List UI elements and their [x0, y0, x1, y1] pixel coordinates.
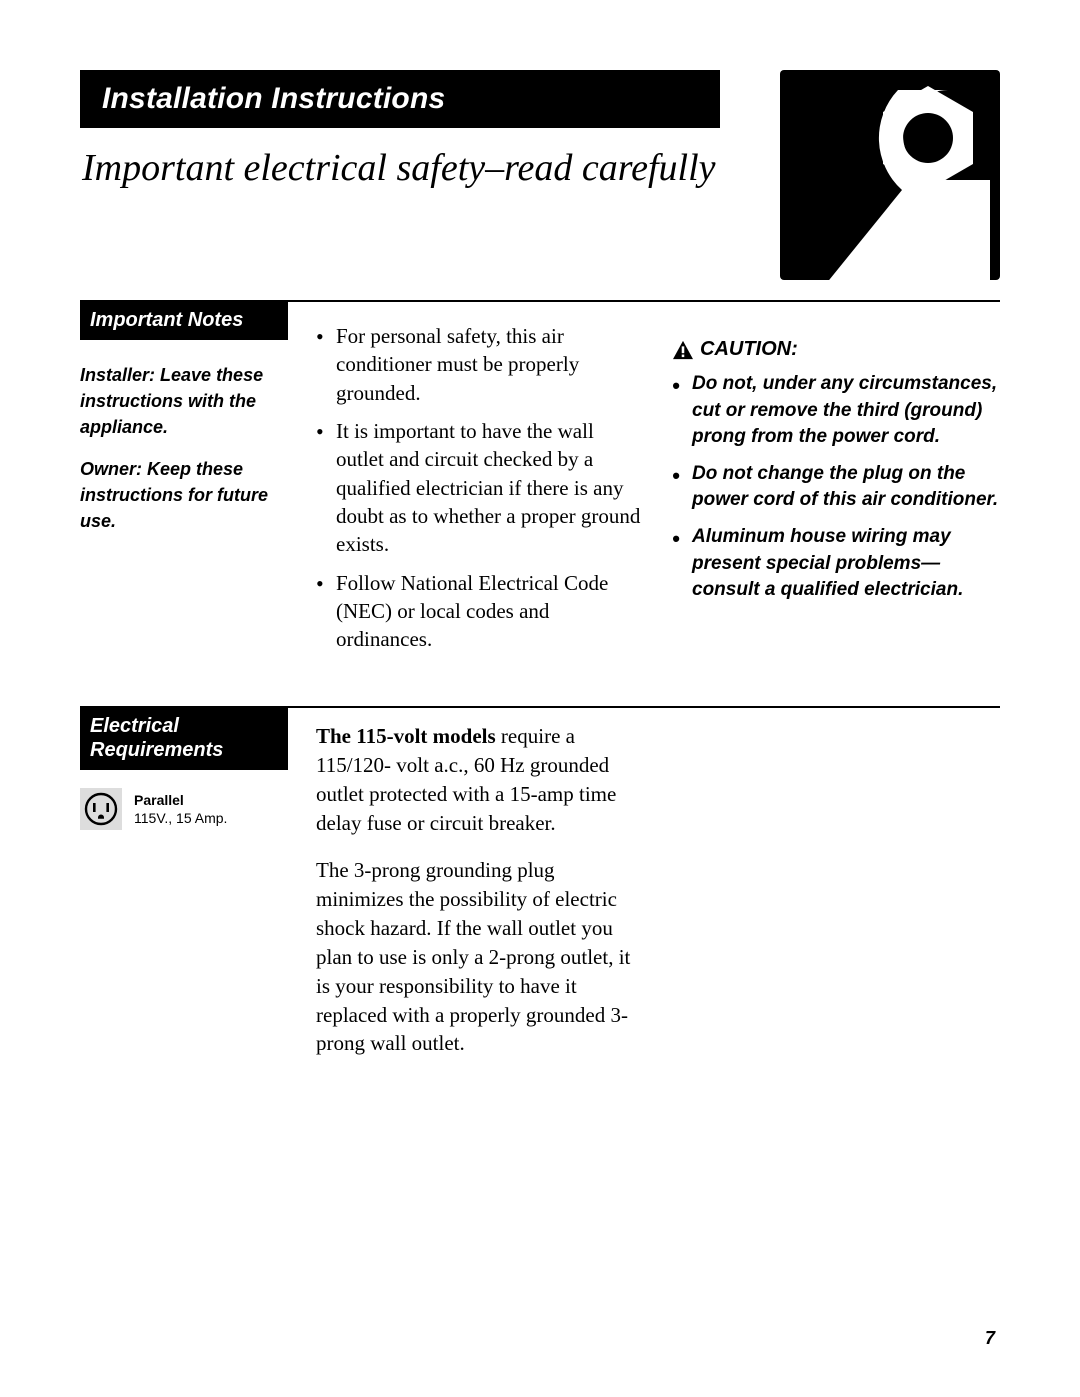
section2-spacer	[672, 708, 1000, 1077]
outlet-label: Parallel 115V., 15 Amp.	[134, 791, 227, 827]
header-ribbon: Installation Instructions	[80, 70, 720, 128]
wrench-nut-icon	[780, 70, 1000, 280]
bullet: Follow National Electrical Code (NEC) or…	[316, 569, 644, 654]
outlet-icon	[80, 788, 122, 830]
section1-middle: For personal safety, this air conditione…	[316, 302, 644, 664]
page-header: Installation Instructions Important elec…	[80, 70, 1000, 190]
outlet-label-bold: Parallel	[134, 792, 184, 808]
caution-bullet: Do not, under any circumstances, cut or …	[672, 371, 1000, 451]
outlet-spec: Parallel 115V., 15 Amp.	[80, 788, 288, 830]
caution-bullets: Do not, under any circumstances, cut or …	[672, 371, 1000, 604]
wrench-nut-svg	[780, 70, 1000, 280]
section1-bullets: For personal safety, this air conditione…	[316, 322, 644, 654]
section1-tab: Important Notes	[80, 302, 288, 340]
section2-para1: The 115-volt models require a 115/120- v…	[316, 722, 644, 838]
section2-body: The 115-volt models require a 115/120- v…	[316, 708, 644, 1077]
bullet: For personal safety, this air conditione…	[316, 322, 644, 407]
para1-lead: The 115-volt models	[316, 724, 496, 748]
caution-bullet: Aluminum house wiring may present specia…	[672, 524, 1000, 604]
side-note-installer: Installer: Leave these instructions with…	[80, 362, 288, 440]
section-electrical-requirements-wrap: Electrical Requirements Parallel 115V., …	[80, 706, 1000, 1077]
side-note-owner: Owner: Keep these instructions for futur…	[80, 456, 288, 534]
section-electrical-requirements: Electrical Requirements Parallel 115V., …	[80, 708, 1000, 1077]
caution-label: CAUTION:	[700, 338, 798, 361]
section2-left: Electrical Requirements Parallel 115V., …	[80, 708, 288, 1077]
warning-triangle-icon	[672, 340, 694, 360]
section-important-notes: Important Notes Installer: Leave these i…	[80, 302, 1000, 664]
section1-left: Important Notes Installer: Leave these i…	[80, 302, 288, 664]
section2-para2: The 3-prong grounding plug minimizes the…	[316, 856, 644, 1059]
caution-bullet: Do not change the plug on the power cord…	[672, 461, 1000, 514]
caution-heading: CAUTION:	[672, 338, 1000, 361]
section1-side-notes: Installer: Leave these instructions with…	[80, 362, 288, 535]
header-ribbon-text: Installation Instructions	[102, 82, 445, 116]
section2-tab: Electrical Requirements	[80, 708, 288, 770]
section1-right: CAUTION: Do not, under any circumstances…	[672, 302, 1000, 664]
outlet-label-sub: 115V., 15 Amp.	[134, 810, 227, 826]
page-number: 7	[985, 1328, 995, 1349]
bullet: It is important to have the wall outlet …	[316, 417, 644, 559]
